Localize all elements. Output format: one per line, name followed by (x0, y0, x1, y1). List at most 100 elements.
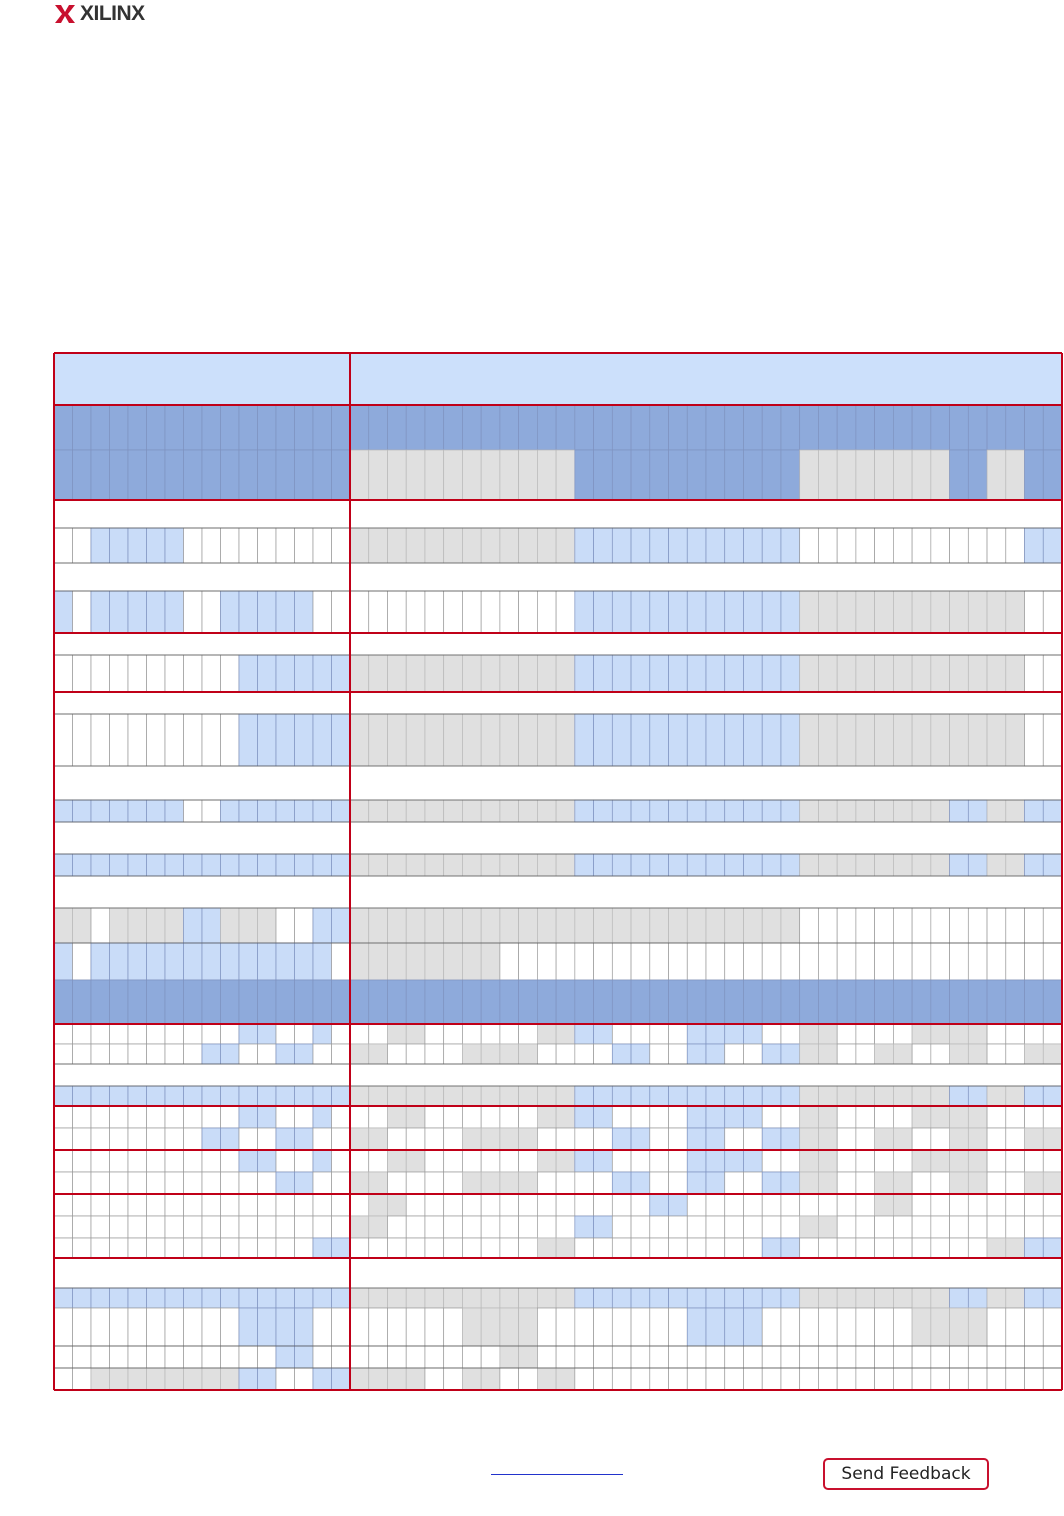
bit-cell (146, 1287, 166, 1309)
bit-cell (201, 979, 221, 1025)
bit-cell (967, 713, 988, 767)
bit-cell (312, 1127, 332, 1151)
bit-cell (183, 942, 203, 981)
bit-cell (855, 1193, 875, 1217)
bit-cell (761, 1193, 782, 1217)
bit-cell (630, 1085, 651, 1107)
bit-cell (368, 590, 388, 634)
bit-cell (127, 1237, 147, 1259)
bit-cell (499, 1345, 519, 1369)
bit-cell (90, 907, 110, 944)
bit-cell (705, 1215, 726, 1239)
bit-cell (724, 449, 744, 501)
bit-cell (405, 404, 426, 451)
bit-cell (1024, 1105, 1044, 1129)
link[interactable] (491, 1474, 623, 1475)
bit-cell (238, 853, 258, 877)
bit-cell (480, 1367, 501, 1391)
bit-cell (668, 590, 688, 634)
bit-cell (1042, 1215, 1063, 1239)
bit-cell (949, 654, 969, 693)
bit-cell (349, 1237, 370, 1259)
bit-cell (574, 1215, 594, 1239)
bit-cell (164, 1127, 184, 1151)
bit-cell (462, 1043, 482, 1065)
bit-cell (799, 1023, 819, 1045)
bit-cell (611, 1085, 632, 1107)
bit-cell (1024, 1215, 1044, 1239)
bit-cell (949, 799, 969, 823)
bit-cell (462, 527, 482, 564)
bit-cell (967, 907, 988, 944)
bit-cell (518, 1085, 538, 1107)
bit-cell (574, 1171, 594, 1195)
bit-cell (967, 527, 988, 564)
bit-cell (368, 1237, 388, 1259)
bit-cell (312, 907, 332, 944)
bit-cell (443, 1237, 463, 1259)
bit-cell (312, 1085, 332, 1107)
bit-cell (668, 1023, 688, 1045)
send-feedback-button[interactable]: Send Feedback (823, 1458, 989, 1490)
bit-cell (368, 1149, 388, 1173)
bit-cell (967, 404, 988, 451)
bit-cell (405, 654, 426, 693)
bit-cell (855, 1367, 875, 1391)
bit-cell (424, 799, 445, 823)
bit-cell (331, 1367, 351, 1391)
bit-cell (368, 907, 388, 944)
bit-cell (593, 449, 613, 501)
bit-cell (911, 654, 932, 693)
bit-cell (220, 1307, 240, 1347)
bit-cell (349, 590, 370, 634)
bit-cell (518, 590, 538, 634)
bit-cell (127, 1043, 147, 1065)
bit-cell (312, 527, 332, 564)
bit-cell (518, 1043, 538, 1065)
bit-cell (761, 1149, 782, 1173)
bit-cell (331, 1345, 351, 1369)
bit-cell (1024, 799, 1044, 823)
bit-cell (893, 1287, 913, 1309)
bit-cell (611, 1345, 632, 1369)
bit-cell (686, 1287, 707, 1309)
bit-cell (855, 590, 875, 634)
bit-cell (836, 1307, 857, 1347)
bit-cell (443, 590, 463, 634)
bit-cell (743, 404, 763, 451)
bit-cell (949, 1307, 969, 1347)
bit-cell (967, 654, 988, 693)
bit-cell (480, 1127, 501, 1151)
bit-cell (462, 1307, 482, 1347)
bit-cell (874, 1367, 894, 1391)
bit-cell (312, 404, 332, 451)
bit-cell (1024, 1085, 1044, 1107)
bit-cell (874, 1287, 894, 1309)
bit-cell (818, 907, 838, 944)
bit-cell (874, 942, 894, 981)
bit-cell (780, 1307, 801, 1347)
bit-cell (220, 590, 240, 634)
bit-cell (893, 449, 913, 501)
bit-cell (349, 1215, 370, 1239)
bit-cell (705, 527, 726, 564)
bit-cell (294, 527, 314, 564)
bit-cell (238, 907, 258, 944)
bit-cell (555, 853, 576, 877)
bit-cell (761, 1023, 782, 1045)
bit-cell (238, 654, 258, 693)
bit-cell (1024, 853, 1044, 877)
bit-cell (257, 1023, 277, 1045)
bit-cell (911, 1215, 932, 1239)
bit-cell (405, 799, 426, 823)
bit-cell (146, 853, 166, 877)
bit-cell (893, 404, 913, 451)
logo: XILINX (54, 2, 145, 26)
bit-cell (183, 979, 203, 1025)
bit-cell (127, 1193, 147, 1217)
bit-cell (312, 1307, 332, 1347)
bit-cell (855, 1043, 875, 1065)
bit-cell (424, 1215, 445, 1239)
bit-cell (518, 853, 538, 877)
bit-cell (1042, 404, 1063, 451)
